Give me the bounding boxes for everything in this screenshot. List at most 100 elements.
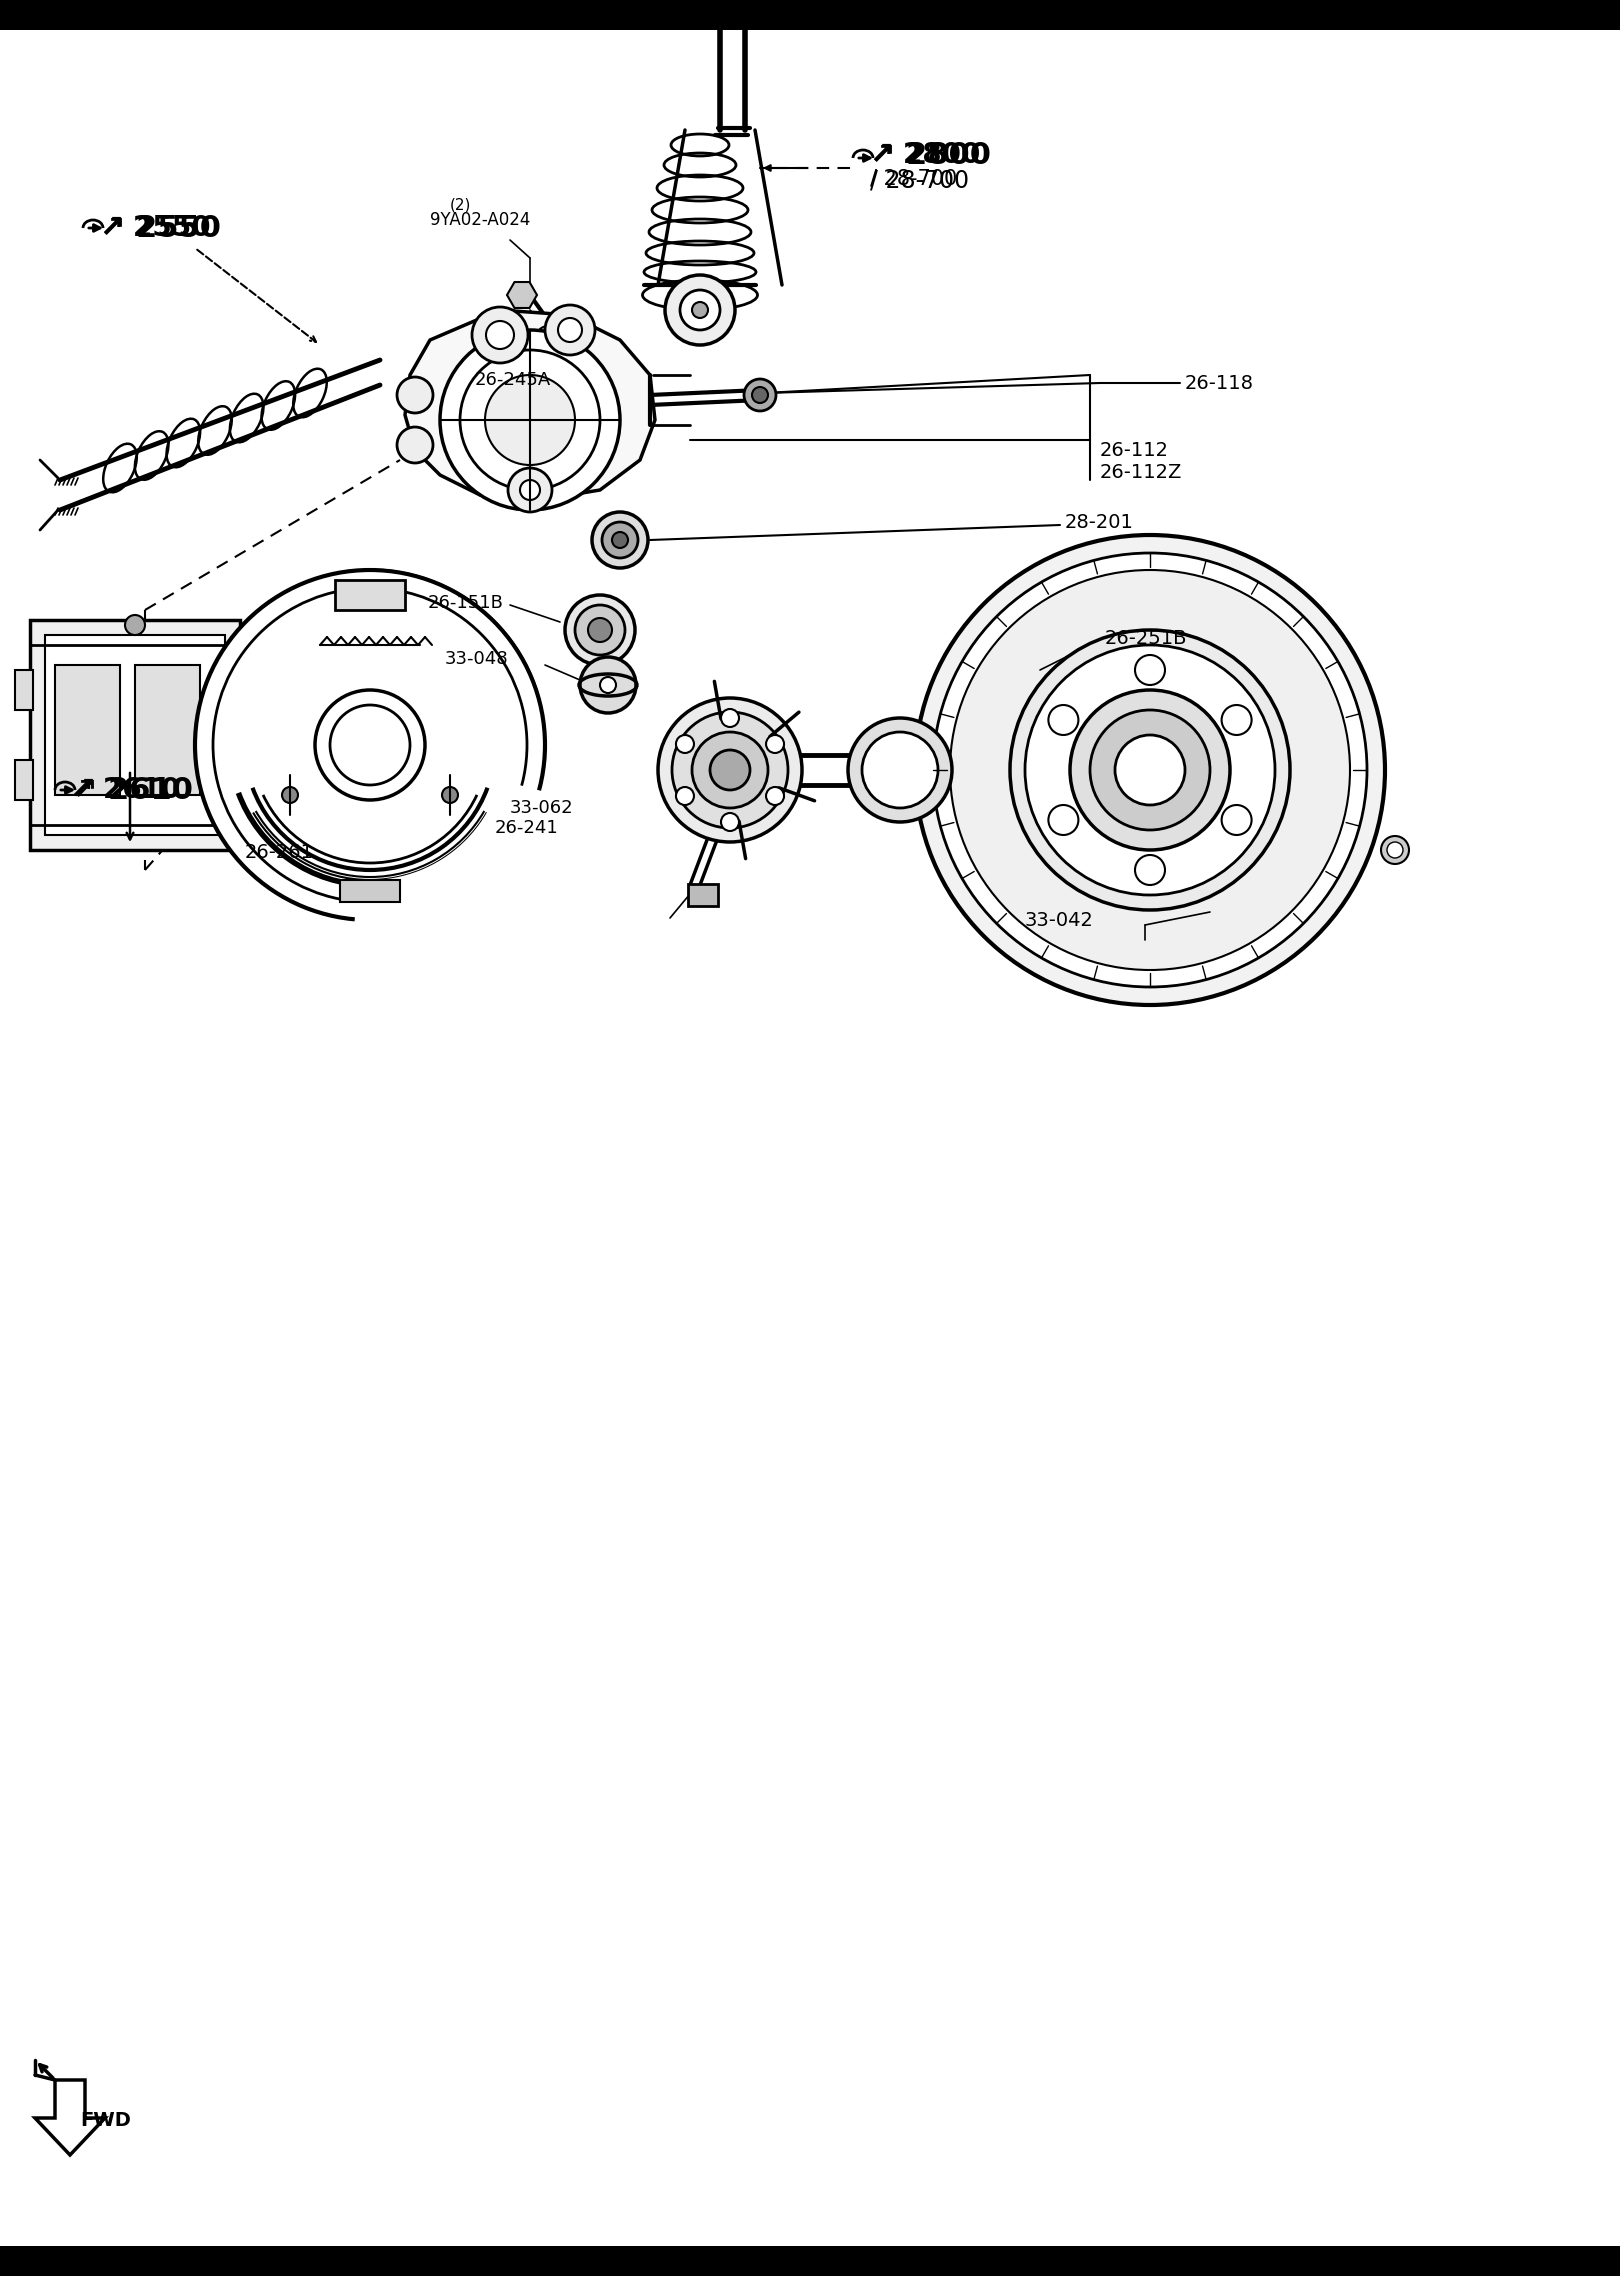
Circle shape	[484, 376, 575, 464]
Text: 33-062: 33-062	[510, 799, 573, 817]
Bar	[31, 619, 240, 849]
Circle shape	[194, 569, 544, 920]
Bar	[45, 635, 225, 835]
Circle shape	[397, 428, 433, 462]
Circle shape	[915, 535, 1385, 1006]
Circle shape	[752, 387, 768, 403]
Circle shape	[658, 699, 802, 842]
Bar	[340, 881, 400, 901]
Circle shape	[1025, 644, 1275, 894]
Circle shape	[1009, 630, 1290, 910]
Text: 33-048: 33-048	[446, 651, 509, 667]
Text: / 28-700: / 28-700	[870, 168, 969, 191]
Text: ↗ 2800: ↗ 2800	[870, 141, 980, 168]
Text: 26-151B: 26-151B	[428, 594, 504, 612]
Circle shape	[1048, 806, 1079, 835]
Circle shape	[460, 351, 599, 489]
Circle shape	[672, 712, 787, 828]
Bar	[688, 883, 718, 906]
Circle shape	[1090, 710, 1210, 831]
Circle shape	[441, 330, 620, 510]
Circle shape	[676, 787, 693, 806]
Circle shape	[212, 587, 526, 901]
Circle shape	[1221, 706, 1252, 735]
Circle shape	[397, 378, 433, 412]
Circle shape	[1136, 856, 1165, 885]
Text: 26-112: 26-112	[1100, 442, 1170, 460]
Circle shape	[591, 512, 648, 569]
Circle shape	[1380, 835, 1409, 865]
Text: 26-261: 26-261	[245, 842, 314, 863]
Bar	[0, 2246, 1620, 2276]
Text: 26-251B: 26-251B	[1105, 628, 1187, 646]
Text: 26-241: 26-241	[496, 819, 559, 838]
Text: 26-112Z: 26-112Z	[1100, 462, 1183, 483]
Circle shape	[933, 553, 1367, 988]
Text: 28-201: 28-201	[1064, 512, 1134, 533]
Circle shape	[766, 735, 784, 753]
Circle shape	[685, 280, 714, 310]
Circle shape	[692, 303, 708, 319]
Circle shape	[125, 615, 146, 635]
Circle shape	[612, 533, 629, 549]
Circle shape	[599, 676, 616, 692]
Circle shape	[744, 380, 776, 412]
Circle shape	[588, 619, 612, 642]
Bar	[55, 665, 120, 794]
Bar	[134, 665, 199, 794]
Circle shape	[710, 751, 750, 790]
Circle shape	[1048, 706, 1079, 735]
Text: ↗ 2800: ↗ 2800	[870, 141, 991, 168]
Circle shape	[1069, 690, 1230, 849]
Polygon shape	[405, 310, 654, 501]
Circle shape	[565, 594, 635, 665]
Circle shape	[314, 690, 424, 799]
Circle shape	[603, 521, 638, 558]
Bar	[0, 0, 1620, 30]
Text: ↗ 2610: ↗ 2610	[71, 776, 193, 803]
Circle shape	[692, 733, 768, 808]
Polygon shape	[353, 781, 559, 940]
Circle shape	[509, 469, 552, 512]
Text: 26-245A: 26-245A	[475, 371, 551, 389]
Text: ↗ 2550: ↗ 2550	[100, 214, 211, 241]
Text: 26-118: 26-118	[1184, 373, 1254, 391]
Bar	[335, 580, 405, 610]
Bar	[15, 669, 32, 710]
Circle shape	[949, 569, 1349, 970]
Polygon shape	[36, 2080, 105, 2155]
Circle shape	[847, 717, 953, 822]
Circle shape	[442, 787, 458, 803]
Text: (2): (2)	[450, 198, 471, 212]
Circle shape	[544, 305, 595, 355]
Circle shape	[486, 321, 514, 348]
Text: 33-042: 33-042	[1025, 910, 1094, 929]
Circle shape	[1136, 655, 1165, 685]
Circle shape	[766, 787, 784, 806]
Polygon shape	[507, 282, 536, 307]
Circle shape	[330, 706, 410, 785]
Text: FWD: FWD	[79, 2110, 131, 2130]
Circle shape	[680, 289, 719, 330]
Circle shape	[676, 735, 693, 753]
Bar	[15, 760, 32, 799]
Text: ↗ 2550: ↗ 2550	[100, 214, 220, 244]
Circle shape	[1387, 842, 1403, 858]
Circle shape	[862, 733, 938, 808]
Text: 9YA02-A024: 9YA02-A024	[429, 212, 530, 230]
Circle shape	[471, 307, 528, 362]
Circle shape	[1115, 735, 1184, 806]
Circle shape	[536, 325, 561, 351]
Circle shape	[580, 658, 637, 712]
Text: / 28-700: / 28-700	[870, 168, 957, 189]
Text: ↗ 2610: ↗ 2610	[70, 776, 180, 803]
Circle shape	[543, 332, 554, 344]
Circle shape	[721, 710, 739, 726]
Circle shape	[1221, 806, 1252, 835]
Circle shape	[721, 813, 739, 831]
Circle shape	[575, 605, 625, 655]
Circle shape	[282, 787, 298, 803]
Circle shape	[664, 275, 735, 346]
Circle shape	[557, 319, 582, 341]
Circle shape	[520, 480, 539, 501]
